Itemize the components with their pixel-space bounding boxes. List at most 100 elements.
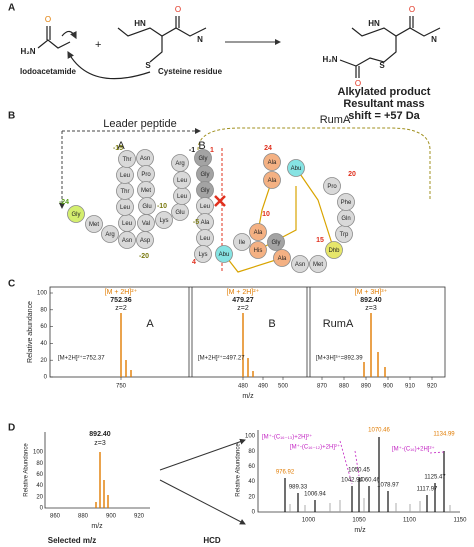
y-tick-label: 0: [252, 510, 256, 516]
residue-label: Thr: [121, 189, 130, 195]
peak-label: 1050.45: [348, 468, 370, 474]
ion-label: [M + 2H]²⁺: [227, 289, 260, 296]
label: O: [355, 79, 361, 88]
residue-circle: [155, 211, 173, 229]
residue-label: Leu: [177, 178, 187, 184]
position-number: 1: [210, 147, 214, 154]
peak-label: 1042.94: [341, 478, 363, 484]
label: A: [117, 140, 125, 152]
residue-label: Glu: [142, 204, 151, 210]
residue-circle: [263, 153, 281, 171]
position-number: -15: [113, 145, 123, 152]
peak-label: 1134.99: [433, 432, 455, 438]
residue-circle: [309, 255, 327, 273]
label: O: [175, 5, 181, 14]
residue-label: Leu: [120, 173, 130, 179]
section-title: Leader peptide: [103, 118, 176, 130]
section-title: RumA: [320, 114, 351, 126]
residue-label: Phe: [341, 200, 352, 206]
residue-label: Leu: [200, 204, 210, 210]
residue-label: Thr: [123, 157, 132, 163]
residue-circle: [101, 225, 119, 243]
residue-circle: [215, 245, 233, 263]
residue-label: Ala: [278, 256, 287, 262]
residue-label: Arg: [105, 232, 114, 238]
x-tick-label: 490: [258, 384, 269, 390]
residue-label: Gly: [201, 172, 210, 178]
label: H₂N: [20, 47, 35, 56]
x-tick-label: 900: [383, 384, 394, 390]
formula: [M+3H]³⁺=892.39: [316, 355, 363, 362]
residue-circle: [273, 249, 291, 267]
residue-circle: [337, 193, 355, 211]
y-tick-label: 0: [44, 375, 48, 381]
label: B: [198, 140, 205, 152]
residue-label: Gly: [72, 212, 81, 218]
position-number: 24: [264, 145, 272, 152]
residue-label: Pro: [327, 184, 337, 190]
residue-circle: [138, 197, 156, 215]
atom: N: [431, 35, 437, 44]
residue-label: Leu: [120, 205, 130, 211]
atom: HN: [368, 19, 380, 28]
label: O: [409, 5, 415, 14]
position-number: 15: [316, 237, 324, 244]
x-tick-label: 1000: [302, 518, 316, 524]
x-tick-label: 860: [50, 514, 61, 520]
y-tick-label: 40: [36, 483, 43, 489]
residue-label: Leu: [122, 221, 132, 227]
residue-label: Asn: [122, 238, 132, 244]
position-number: -10: [157, 203, 167, 210]
residue-circle: [323, 177, 341, 195]
x-tick-label: 920: [427, 384, 438, 390]
y-tick-label: 20: [36, 494, 43, 500]
residue-circle: [171, 154, 189, 172]
panel-label: D: [8, 423, 15, 434]
residue-label: Gly: [199, 156, 208, 162]
formula: [M+2H]²⁺=752.37: [58, 355, 105, 362]
y-tick-label: 40: [248, 479, 255, 485]
label: Iodoacetamide: [20, 67, 77, 76]
ion-label: [M⁺-(C₁₆₋₁₂)+2H]²⁺: [290, 444, 340, 451]
residue-label: Arg: [175, 161, 184, 167]
atom: HN: [134, 19, 146, 28]
peak-label: 989.33: [289, 485, 308, 491]
y-tick-label: 100: [33, 450, 44, 456]
panel-label: A: [8, 3, 15, 14]
peak-label: 1070.46: [368, 428, 390, 434]
caption: HCD: [203, 536, 221, 545]
peak-label: 892.40: [360, 297, 382, 304]
residue-label: Pro: [141, 172, 151, 178]
residue-label: Ala: [268, 178, 277, 184]
panel-c-frame: [49, 286, 446, 378]
panel-d-frame: [44, 430, 460, 525]
residue-circle: [233, 233, 251, 251]
residue-circle: [85, 215, 103, 233]
x-axis-label: m/z: [354, 527, 366, 534]
y-tick-label: 0: [40, 506, 44, 512]
peak-label: 752.36: [110, 297, 132, 304]
residue-label: Ile: [239, 240, 246, 246]
x-tick-label: 910: [405, 384, 416, 390]
y-tick-label: 80: [40, 307, 47, 313]
x-tick-label: 890: [361, 384, 372, 390]
x-tick-label: 500: [278, 384, 289, 390]
peak-label: 976.92: [276, 470, 295, 476]
peak-label: 1078.97: [377, 483, 399, 489]
position-number: 20: [348, 171, 356, 178]
x-tick-label: 870: [317, 384, 328, 390]
spectrum-name: A: [146, 318, 154, 330]
residue-label: Met: [313, 262, 323, 268]
ion-label: [M⁺-(C₁₆₋₁₃)+2H]²⁺: [262, 434, 312, 441]
residue-label: Trp: [340, 232, 349, 238]
residue-circle: [249, 241, 267, 259]
x-axis-label: m/z: [91, 523, 103, 530]
residue-circle: [291, 255, 309, 273]
label: Resultant mass: [343, 98, 424, 110]
residue-label: Abu: [291, 166, 302, 172]
peak-label: 892.40: [89, 431, 111, 438]
residue-label: Met: [89, 222, 99, 228]
residue-circle: [118, 150, 136, 168]
residue-label: Gln: [341, 216, 350, 222]
